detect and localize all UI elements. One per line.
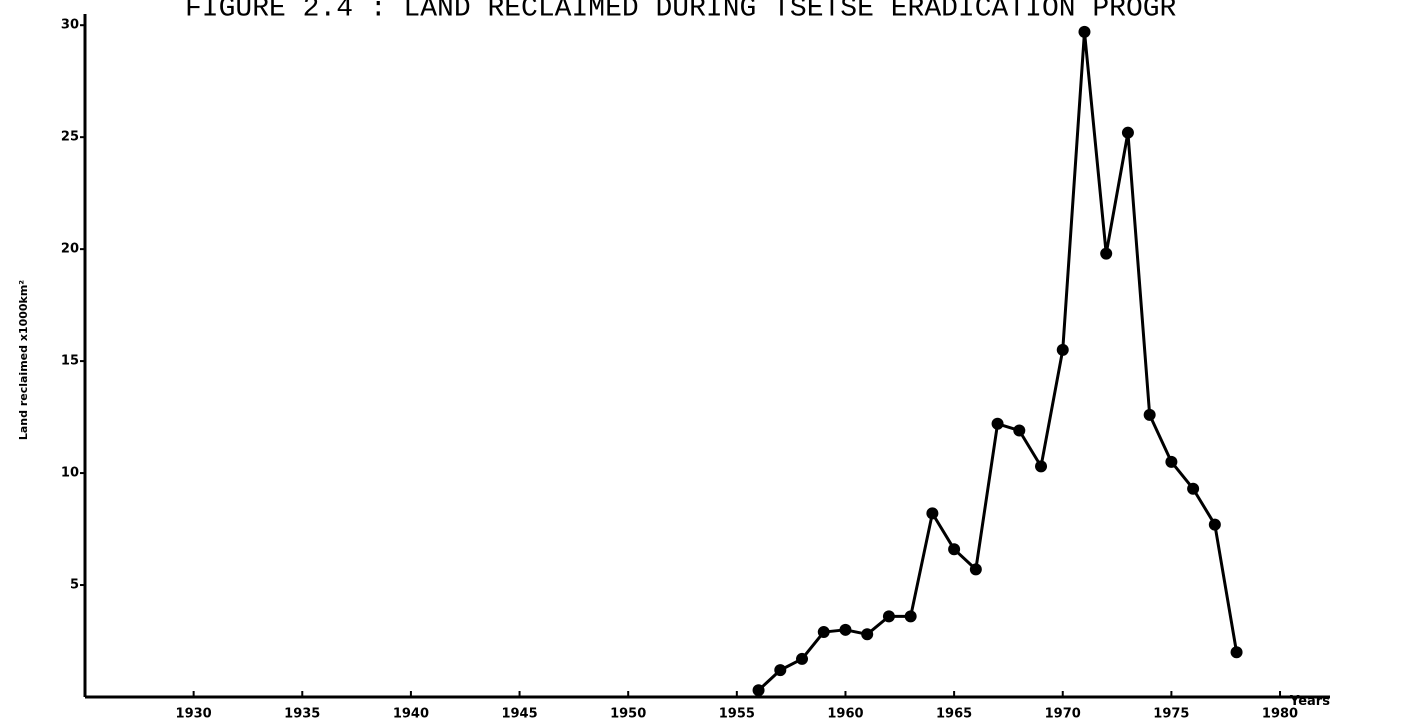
data-point <box>948 543 961 556</box>
x-tick-label: 1980 <box>1262 707 1298 722</box>
data-point <box>1187 482 1200 495</box>
data-point <box>926 507 939 520</box>
y-tick-label: 25 <box>61 130 79 145</box>
x-tick-label: 1975 <box>1153 707 1189 722</box>
x-tick-label: 1960 <box>827 707 863 722</box>
y-tick-label: 30 <box>61 18 79 33</box>
data-point <box>1035 460 1048 473</box>
data-point <box>1100 247 1113 260</box>
y-tick-label: 15 <box>61 354 79 369</box>
data-point <box>1121 126 1134 139</box>
data-point <box>796 652 809 665</box>
y-tick-label: 20 <box>61 242 79 257</box>
data-point <box>1078 25 1091 38</box>
data-point <box>1056 343 1069 356</box>
x-tick-label: 1945 <box>501 707 537 722</box>
data-point <box>969 563 982 576</box>
data-point <box>1230 646 1243 659</box>
x-tick-label: 1970 <box>1045 707 1081 722</box>
data-point <box>882 610 895 623</box>
data-point <box>817 626 830 639</box>
data-point <box>1143 408 1156 421</box>
data-point <box>752 684 765 697</box>
data-point <box>1208 518 1221 531</box>
data-point <box>1165 455 1178 468</box>
data-point <box>839 623 852 636</box>
x-tick-label: 1935 <box>284 707 320 722</box>
data-point <box>991 417 1004 430</box>
y-axis-label: Land reclaimed x1000km² <box>17 280 30 440</box>
x-tick-label: 1940 <box>393 707 429 722</box>
x-tick-label: 1965 <box>936 707 972 722</box>
data-line <box>757 30 1239 692</box>
data-point <box>1013 424 1026 437</box>
data-point <box>861 628 874 641</box>
data-point <box>904 610 917 623</box>
y-tick-label: 10 <box>61 466 79 481</box>
x-tick-label: 1955 <box>719 707 755 722</box>
data-point <box>774 664 787 677</box>
x-tick-label: 1950 <box>610 707 646 722</box>
chart-title: FIGURE 2.4 : LAND RECLAIMED DURING TSETS… <box>185 0 1177 24</box>
x-tick-label: 1930 <box>176 707 212 722</box>
y-tick-label: 5 <box>70 578 79 593</box>
